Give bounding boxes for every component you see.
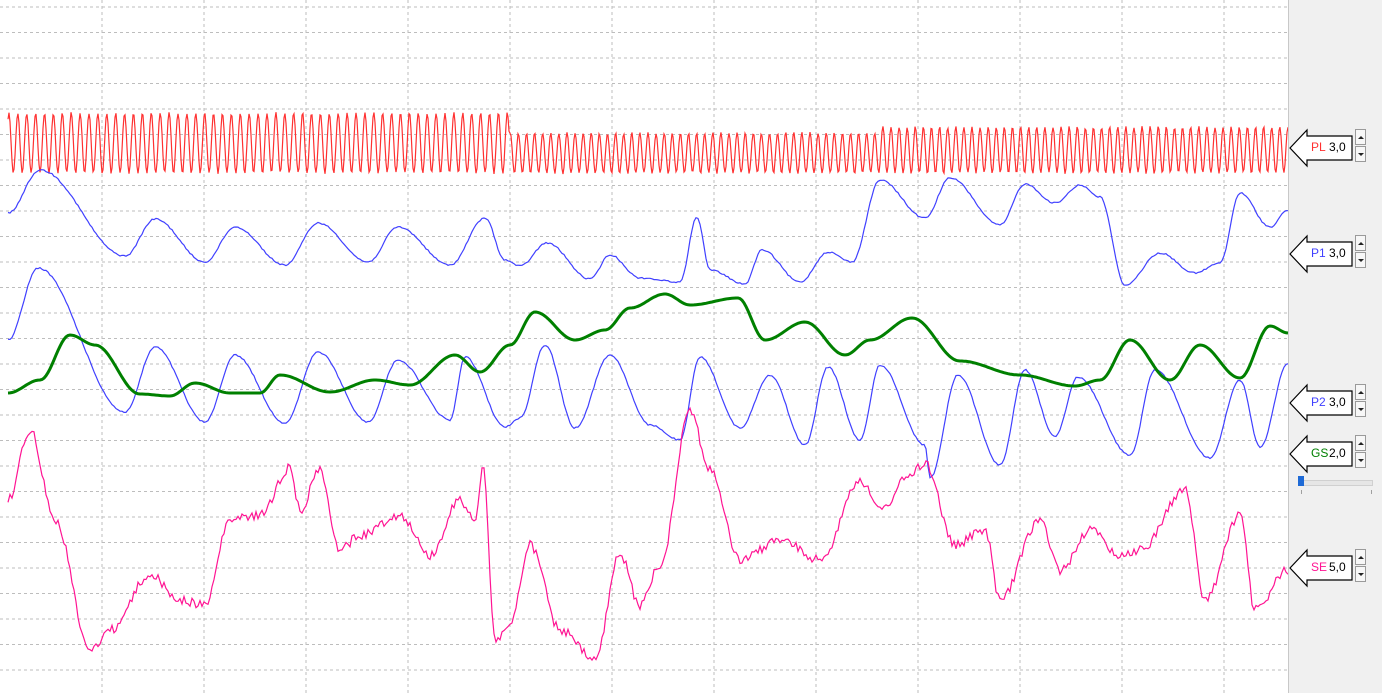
gs-trace (7, 292, 1288, 398)
se-trace (7, 406, 1288, 662)
channel-scale-value: 3,0 (1329, 395, 1346, 409)
left-arrow-marker-icon (1289, 234, 1353, 274)
triangle-down-icon (1358, 259, 1364, 262)
channel-control-p1[interactable]: P1 3,0 (1289, 234, 1382, 274)
channel-label: P1 (1311, 246, 1326, 260)
grid-lines (0, 0, 1288, 693)
triangle-up-icon (1358, 442, 1364, 445)
triangle-down-icon (1358, 408, 1364, 411)
channel-scale-value: 5,0 (1329, 560, 1346, 574)
triangle-down-icon (1358, 153, 1364, 156)
triangle-up-icon (1358, 391, 1364, 394)
slider-track (1301, 480, 1373, 486)
channel-control-p2[interactable]: P2 3,0 (1289, 383, 1382, 423)
triangle-up-icon (1358, 242, 1364, 245)
left-arrow-marker-icon (1289, 128, 1353, 168)
scale-up-button[interactable] (1355, 129, 1366, 145)
channel-control-gs[interactable]: GS 2,0 (1289, 434, 1382, 474)
p2-trace (7, 266, 1288, 479)
channel-label: SE (1311, 560, 1328, 574)
p1-trace (7, 169, 1288, 286)
left-arrow-marker-icon (1289, 383, 1353, 423)
channel-label: P2 (1311, 395, 1326, 409)
slider-thumb[interactable] (1298, 476, 1304, 486)
slider-tick (1371, 490, 1372, 494)
channel-control-panel: PL 3,0 P1 3,0 P2 3,0 GS 2,0 (1288, 0, 1382, 693)
gs-sensitivity-slider[interactable] (1295, 474, 1377, 494)
triangle-down-icon (1358, 459, 1364, 462)
scale-down-button[interactable] (1355, 146, 1366, 162)
scale-down-button[interactable] (1355, 452, 1366, 468)
scale-down-button[interactable] (1355, 401, 1366, 417)
polygraph-trace-area[interactable] (0, 0, 1288, 693)
channel-label: PL (1311, 140, 1326, 154)
channel-scale-value: 3,0 (1329, 140, 1346, 154)
channel-label: GS (1311, 446, 1329, 460)
left-arrow-marker-icon (1289, 434, 1353, 474)
left-arrow-marker-icon (1289, 548, 1353, 588)
scale-up-button[interactable] (1355, 549, 1366, 565)
triangle-down-icon (1358, 573, 1364, 576)
pl-trace (7, 111, 1288, 176)
triangle-up-icon (1358, 556, 1364, 559)
scale-down-button[interactable] (1355, 252, 1366, 268)
slider-tick (1301, 490, 1302, 494)
channel-scale-value: 2,0 (1329, 446, 1346, 460)
trace-canvas (0, 0, 1288, 693)
channel-control-se[interactable]: SE 5,0 (1289, 548, 1382, 588)
channel-control-pl[interactable]: PL 3,0 (1289, 128, 1382, 168)
triangle-up-icon (1358, 136, 1364, 139)
scale-up-button[interactable] (1355, 235, 1366, 251)
scale-down-button[interactable] (1355, 566, 1366, 582)
scale-up-button[interactable] (1355, 435, 1366, 451)
scale-up-button[interactable] (1355, 384, 1366, 400)
channel-scale-value: 3,0 (1329, 246, 1346, 260)
